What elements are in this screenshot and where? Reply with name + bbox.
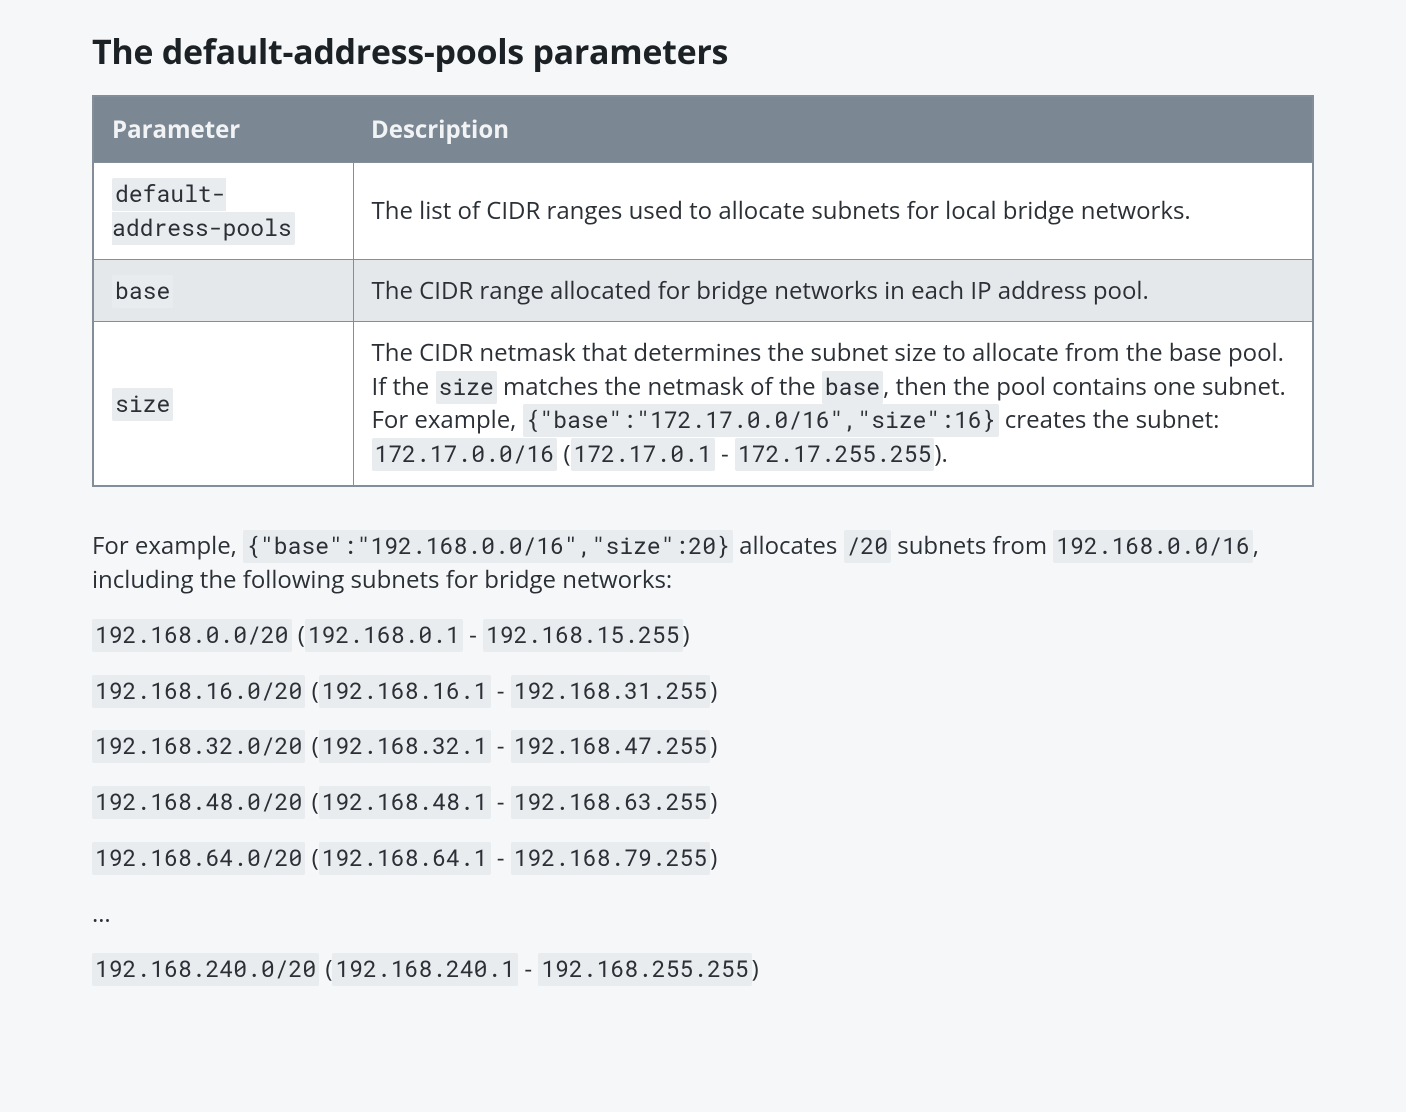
params-table: Parameter Description default-address-po… bbox=[92, 95, 1314, 487]
subnet-cidr-code: 192.168.64.0/20 bbox=[92, 842, 305, 875]
inline-code: 172.17.255.255 bbox=[735, 438, 935, 471]
subnet-cidr-code: 192.168.240.0/20 bbox=[92, 953, 319, 986]
subnet-start-code: 192.168.48.1 bbox=[319, 786, 491, 819]
subnet-end-code: 192.168.31.255 bbox=[511, 675, 711, 708]
desc-cell: The CIDR range allocated for bridge netw… bbox=[353, 259, 1313, 322]
params-table-body: default-address-pools The list of CIDR ra… bbox=[93, 163, 1313, 486]
subnet-end-code: 192.168.255.255 bbox=[538, 953, 751, 986]
table-row: default-address-pools The list of CIDR ra… bbox=[93, 163, 1313, 260]
param-cell: base bbox=[93, 259, 353, 322]
subnet-end-code: 192.168.79.255 bbox=[511, 842, 711, 875]
example-section: For example, {"base":"192.168.0.0/16","s… bbox=[92, 529, 1314, 986]
param-name-code: default-address-pools bbox=[112, 178, 295, 245]
subnet-line: 192.168.32.0/20 (192.168.32.1 - 192.168.… bbox=[92, 729, 1314, 763]
subnet-end-code: 192.168.63.255 bbox=[511, 786, 711, 819]
subnet-end-code: 192.168.47.255 bbox=[511, 730, 711, 763]
subnet-start-code: 192.168.64.1 bbox=[319, 842, 491, 875]
inline-code: {"base":"172.17.0.0/16","size":16} bbox=[523, 404, 999, 437]
subnet-line: 192.168.48.0/20 (192.168.48.1 - 192.168.… bbox=[92, 785, 1314, 819]
col-header-parameter: Parameter bbox=[93, 96, 353, 163]
ellipsis: … bbox=[92, 897, 1314, 930]
desc-cell: The CIDR netmask that determines the sub… bbox=[353, 322, 1313, 486]
subnet-start-code: 192.168.240.1 bbox=[332, 953, 518, 986]
inline-code: 172.17.0.1 bbox=[571, 438, 715, 471]
subnet-line: 192.168.0.0/20 (192.168.0.1 - 192.168.15… bbox=[92, 618, 1314, 652]
col-header-description: Description bbox=[353, 96, 1313, 163]
example-intro: For example, {"base":"192.168.0.0/16","s… bbox=[92, 529, 1314, 596]
subnet-start-code: 192.168.16.1 bbox=[319, 675, 491, 708]
inline-code: base bbox=[822, 371, 883, 404]
desc-cell: The list of CIDR ranges used to allocate… bbox=[353, 163, 1313, 260]
subnet-line: 192.168.64.0/20 (192.168.64.1 - 192.168.… bbox=[92, 841, 1314, 875]
inline-code: 192.168.0.0/16 bbox=[1053, 530, 1253, 563]
table-row: base The CIDR range allocated for bridge … bbox=[93, 259, 1313, 322]
inline-code: {"base":"192.168.0.0/16","size":20} bbox=[243, 530, 733, 563]
table-row: sizeThe CIDR netmask that determines the… bbox=[93, 322, 1313, 486]
param-cell: size bbox=[93, 322, 353, 486]
subnet-cidr-code: 192.168.32.0/20 bbox=[92, 730, 305, 763]
inline-code: /20 bbox=[844, 530, 891, 563]
subnet-cidr-code: 192.168.48.0/20 bbox=[92, 786, 305, 819]
param-name-code: size bbox=[112, 388, 173, 421]
subnet-end-code: 192.168.15.255 bbox=[483, 619, 683, 652]
doc-page: The default-address-pools parameters Par… bbox=[0, 0, 1406, 1112]
param-cell: default-address-pools bbox=[93, 163, 353, 260]
subnet-start-code: 192.168.0.1 bbox=[305, 619, 463, 652]
page-title: The default-address-pools parameters bbox=[92, 28, 1314, 75]
inline-code: 172.17.0.0/16 bbox=[372, 438, 558, 471]
subnet-list: 192.168.0.0/20 (192.168.0.1 - 192.168.15… bbox=[92, 618, 1314, 875]
subnet-cidr-code: 192.168.0.0/20 bbox=[92, 619, 292, 652]
subnet-line-last: 192.168.240.0/20 (192.168.240.1 - 192.16… bbox=[92, 952, 1314, 986]
table-header-row: Parameter Description bbox=[93, 96, 1313, 163]
inline-code: size bbox=[436, 371, 497, 404]
subnet-start-code: 192.168.32.1 bbox=[319, 730, 491, 763]
param-name-code: base bbox=[112, 275, 173, 308]
subnet-cidr-code: 192.168.16.0/20 bbox=[92, 675, 305, 708]
subnet-line: 192.168.16.0/20 (192.168.16.1 - 192.168.… bbox=[92, 674, 1314, 708]
